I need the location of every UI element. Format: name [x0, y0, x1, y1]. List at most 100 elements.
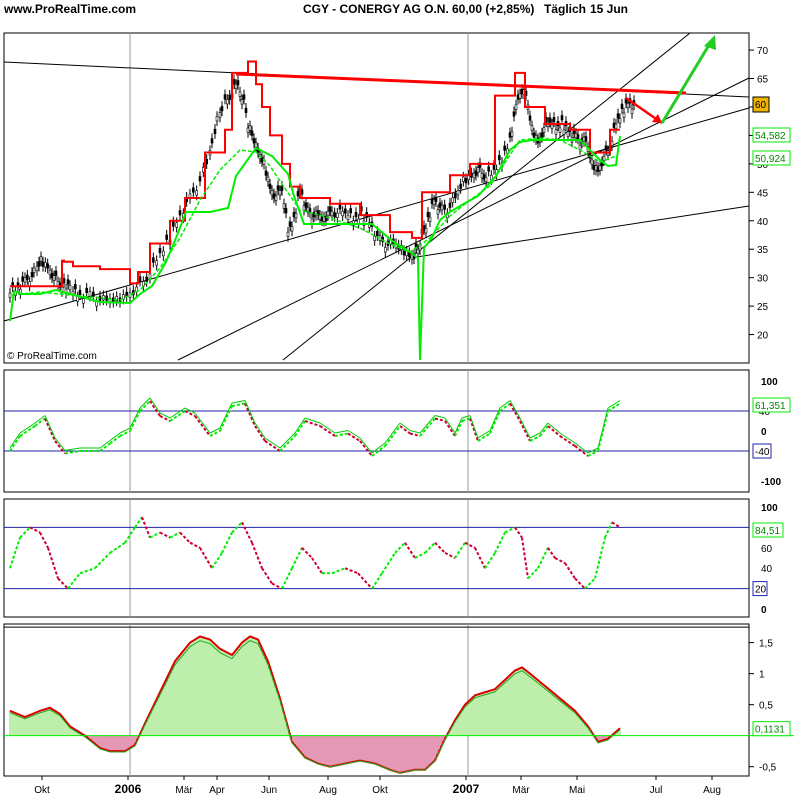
candle-body [349, 208, 352, 214]
osc1-main-line [119, 427, 131, 434]
osc1-ref-box [752, 443, 772, 459]
candle-body [451, 197, 454, 203]
osc2-line [604, 521, 613, 539]
candle-body [242, 94, 246, 100]
instrument-title: CGY - CONERGY AG O.N. [303, 2, 449, 16]
osc1-main-line [254, 422, 266, 439]
osc1-signal-line [139, 400, 151, 412]
osc1-main-line [499, 400, 511, 409]
osc2-line [444, 552, 456, 559]
macd-signal [9, 640, 621, 774]
candle-body [92, 291, 95, 297]
resistance-line [235, 72, 687, 95]
candle-body [436, 209, 440, 215]
osc2-line [504, 526, 516, 534]
candle-body [474, 170, 478, 176]
osc1-signal-line [44, 418, 56, 442]
candle-body [558, 127, 562, 133]
candle-body [448, 202, 452, 208]
candle-body [440, 205, 444, 211]
price-tick-label: 40 [757, 217, 769, 228]
osc1-signal-line [359, 440, 373, 457]
osc1-signal-line [419, 417, 436, 437]
candle-body [46, 263, 49, 269]
osc1-main-line [319, 422, 336, 434]
candle-body [300, 189, 304, 195]
candle-body [459, 183, 462, 189]
osc2-line [261, 567, 273, 585]
site-link[interactable]: www.ProRealTime.com [4, 2, 137, 16]
osc1-main-line [359, 437, 373, 454]
candle-body [62, 278, 66, 284]
osc1-signal-line [264, 440, 281, 452]
osc2-line [514, 526, 523, 539]
osc2-line [537, 547, 549, 569]
osc2-line [189, 541, 201, 549]
candle-body [357, 218, 360, 224]
x-tick-label: Jun [261, 785, 277, 796]
green-arrow-line [660, 39, 714, 124]
osc2-line [484, 552, 496, 569]
osc1-main-line [334, 430, 349, 434]
osc2-line [404, 542, 416, 559]
osc1-main-line [231, 399, 246, 404]
osc1-main-line [444, 417, 456, 434]
candle-body [178, 210, 182, 216]
candle-body [476, 167, 480, 173]
osc1-main-line [169, 407, 186, 419]
osc1-signal-line [539, 425, 549, 437]
candle-body [576, 134, 580, 140]
candle-body [278, 190, 282, 196]
candle-body [270, 190, 274, 196]
osc1-main-line [244, 400, 256, 424]
osc1-main-line [607, 400, 621, 409]
candle-body [280, 185, 284, 191]
x-tick-label: Aug [703, 785, 721, 796]
ma-box [752, 150, 791, 166]
osc1-main-line [194, 412, 211, 434]
price-tick-label: 35 [757, 245, 769, 256]
osc1-signal-line [334, 432, 349, 437]
candle-body [498, 155, 501, 161]
candle-body [428, 216, 432, 223]
candle-body [88, 291, 92, 297]
osc1-tick-label: 0 [761, 427, 767, 438]
candle-body [220, 106, 224, 112]
osc1-signal-line [184, 410, 196, 417]
osc1-main-line [44, 415, 56, 439]
osc1-main-line [19, 422, 36, 434]
chart-marks [3, 32, 794, 774]
candle-body [528, 115, 532, 121]
candle-body [542, 127, 546, 133]
candle-body [548, 117, 552, 123]
candle-body [155, 260, 158, 266]
osc1-main-line [539, 422, 549, 434]
osc1-signal-line [597, 410, 609, 452]
candle-body [328, 206, 332, 212]
osc2-line [251, 542, 263, 569]
chart-header: www.ProRealTime.com CGY - CONERGY AG O.N… [0, 0, 800, 18]
osc2-line [564, 562, 576, 579]
osc2-line [344, 567, 359, 575]
candle-body [54, 270, 58, 276]
macd-value: 0,1131 [755, 725, 785, 736]
osc2-line [454, 542, 466, 559]
osc1-signal-line [547, 425, 561, 437]
osc1-signal-line [119, 430, 131, 437]
candle-body [426, 211, 430, 218]
candle-body [145, 276, 148, 282]
candle-body [602, 155, 606, 162]
candle-body [85, 287, 88, 294]
osc1-value-box [752, 397, 791, 413]
x-tick-label: Mai [569, 785, 585, 796]
ma-value: 50,924 [755, 154, 786, 165]
candle-body [604, 145, 608, 151]
candle-body [290, 226, 294, 232]
candle-body [405, 250, 408, 256]
osc1-main-line [149, 397, 161, 414]
osc1-signal-line [499, 402, 511, 412]
osc1-signal-line [489, 410, 501, 434]
price-change: 60,00 (+2,85%) [452, 2, 535, 16]
